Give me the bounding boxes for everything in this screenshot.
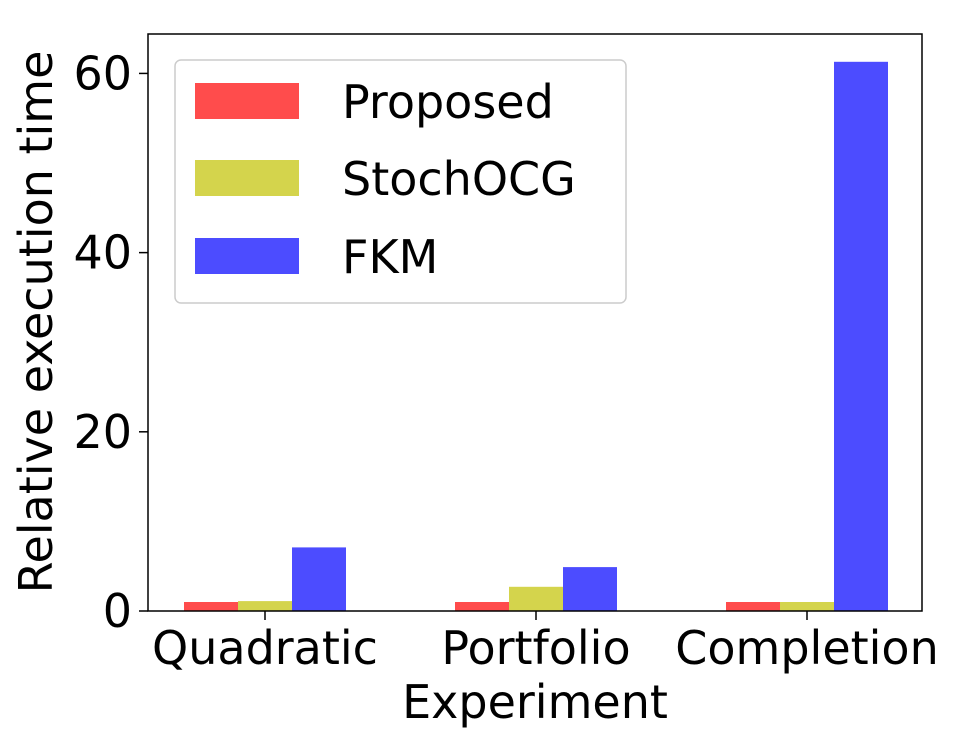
x-axis-title: Experiment [402, 675, 668, 729]
y-tick-label: 20 [73, 405, 132, 459]
y-axis-title: Relative execution time [9, 51, 63, 594]
legend-swatch-proposed [195, 83, 299, 119]
legend: Proposed StochOCG FKM [174, 59, 627, 304]
x-tick-label: Portfolio [441, 621, 630, 675]
y-tick-label: 40 [73, 226, 132, 280]
x-tick-label: Quadratic [152, 621, 378, 675]
bar-stochocg-portfolio [509, 586, 563, 611]
legend-swatch-stochocg [195, 160, 299, 196]
bar-fkm-completion [834, 61, 888, 612]
legend-label-stochocg: StochOCG [342, 152, 576, 206]
bar-proposed-portfolio [455, 602, 509, 611]
x-axis: Quadratic Portfolio Completion [152, 611, 939, 675]
y-tick-label: 60 [73, 46, 132, 100]
legend-label-fkm: FKM [342, 230, 438, 284]
bar-proposed-quadratic [184, 602, 238, 611]
bar-proposed-completion [726, 602, 780, 611]
x-tick-label: Completion [675, 621, 938, 675]
y-tick-label: 0 [103, 584, 132, 638]
plot-frame [147, 33, 923, 612]
bars-layer [184, 61, 888, 612]
bar-stochocg-quadratic [238, 601, 292, 611]
legend-swatch-fkm [195, 238, 299, 274]
legend-label-proposed: Proposed [342, 75, 554, 129]
bar-fkm-quadratic [292, 547, 346, 611]
y-axis: 0 20 40 60 [73, 46, 148, 638]
bar-stochocg-completion [780, 602, 834, 611]
bar-fkm-portfolio [563, 567, 617, 611]
